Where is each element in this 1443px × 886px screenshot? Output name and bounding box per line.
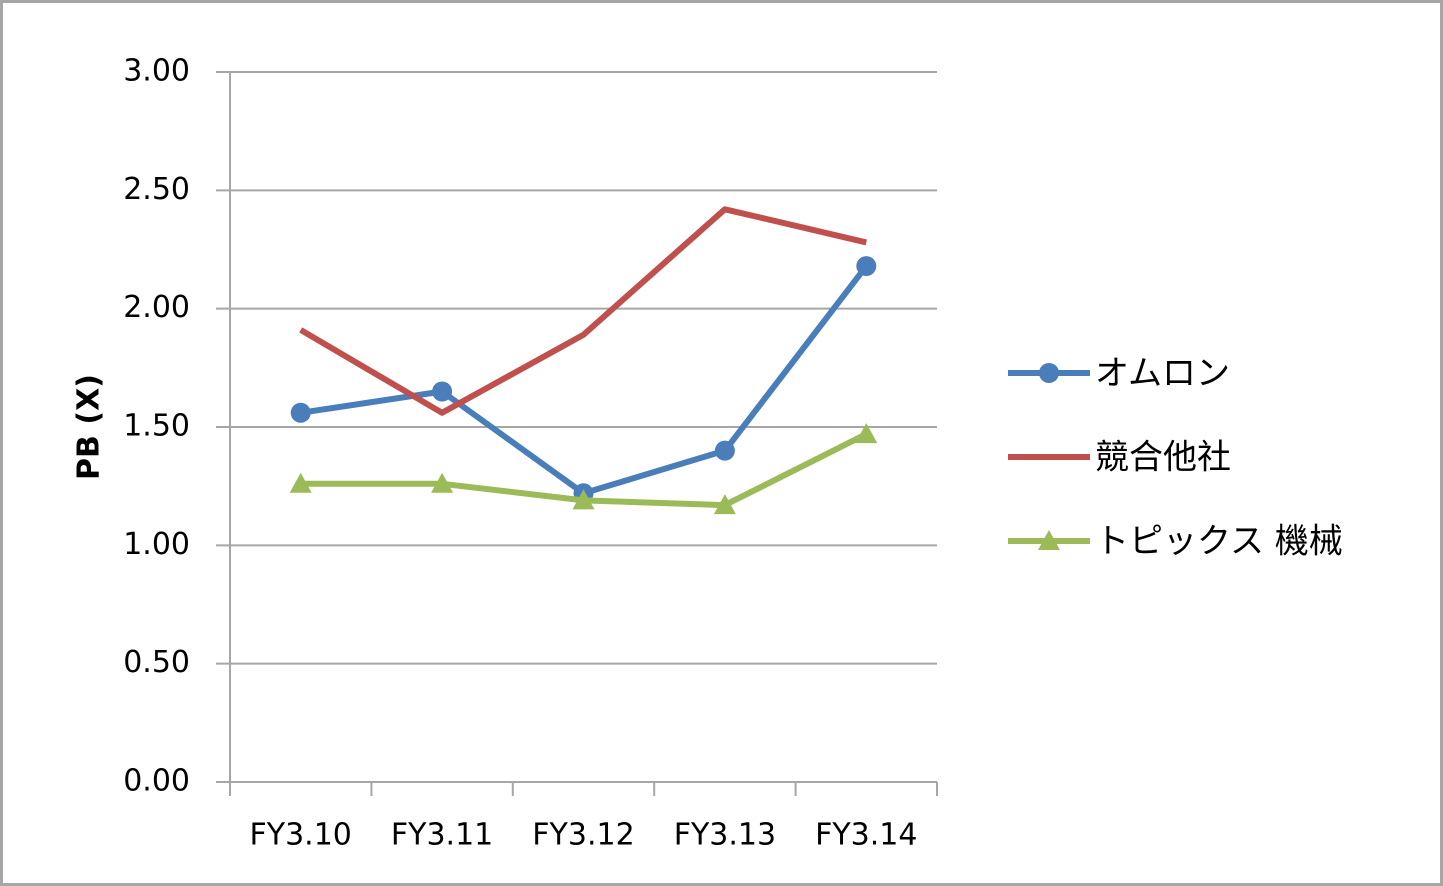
legend-marker — [1039, 363, 1059, 383]
legend-label: 競合他社 — [1095, 438, 1231, 478]
marker — [572, 489, 595, 510]
y-tick-label: 0.50 — [123, 645, 190, 680]
marker — [713, 494, 736, 515]
marker — [431, 472, 454, 493]
marker — [714, 440, 735, 461]
y-tick-label: 1.50 — [123, 409, 190, 444]
legend-label: トピックス 機械 — [1095, 522, 1343, 562]
marker — [855, 423, 878, 444]
y-tick-label: 0.00 — [123, 764, 190, 799]
x-tick-label: FY3.12 — [532, 818, 634, 853]
y-tick-label: 1.00 — [123, 527, 190, 562]
x-tick-label: FY3.13 — [674, 818, 776, 853]
y-tick-label: 2.50 — [123, 172, 190, 207]
y-tick-label: 3.00 — [123, 54, 190, 89]
marker — [856, 256, 877, 277]
marker — [432, 381, 453, 402]
series-line — [299, 206, 867, 416]
x-tick-label: FY3.10 — [250, 818, 352, 853]
x-tick-label: FY3.11 — [391, 818, 493, 853]
y-tick-label: 2.00 — [123, 290, 190, 325]
x-tick-label: FY3.14 — [815, 818, 917, 853]
legend-marker — [1038, 530, 1060, 550]
legend-label: オムロン — [1095, 354, 1230, 394]
y-axis-label: PB (X) — [72, 374, 107, 480]
marker — [290, 402, 311, 423]
marker — [289, 472, 312, 493]
